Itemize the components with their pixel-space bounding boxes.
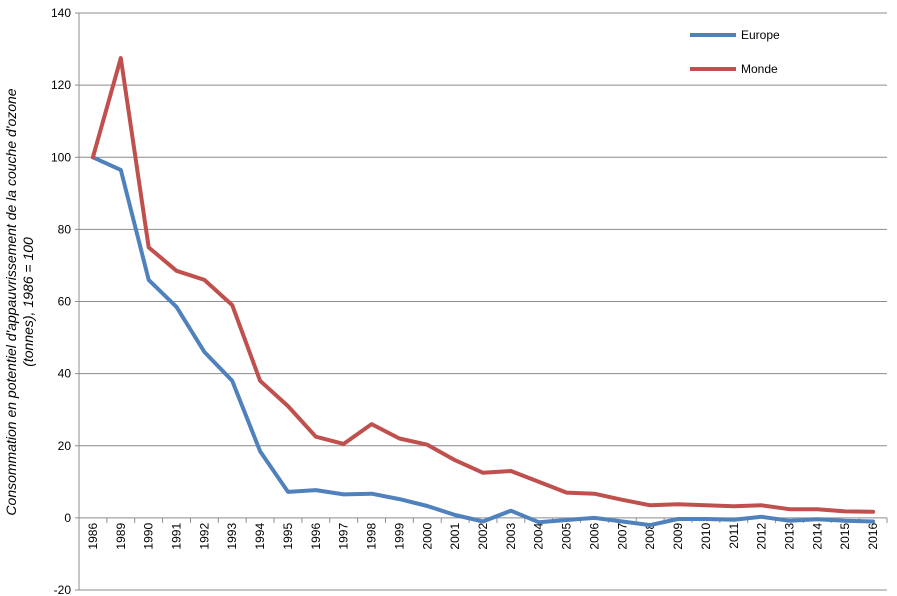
x-tick-labels: 1986 1989 1990 1991 1992 1993 1994 1995 1996 1997… xyxy=(86,523,880,550)
x-tick-label: 2004 xyxy=(532,523,546,550)
gridlines xyxy=(79,12,887,591)
legend: Europe Monde xyxy=(690,28,780,76)
x-tick-label: 1986 xyxy=(86,523,100,550)
y-tick-label: 120 xyxy=(51,78,71,92)
y-tick-label: 60 xyxy=(58,295,72,309)
x-tick-label: 1994 xyxy=(253,523,267,550)
x-tick-label: 1992 xyxy=(197,523,211,550)
x-tick-label: 2016 xyxy=(866,523,880,550)
x-tick-label: 1996 xyxy=(309,523,323,550)
x-tick-label: 2005 xyxy=(560,523,574,550)
y-tick-label: 40 xyxy=(58,367,72,381)
x-tick-label: 1990 xyxy=(142,523,156,550)
series-lines xyxy=(90,56,876,528)
x-tick-label: 2000 xyxy=(420,523,434,550)
y-tick-label: 100 xyxy=(51,150,71,164)
x-tick-label: 1995 xyxy=(281,523,295,550)
x-tick-label: 2009 xyxy=(671,523,685,550)
x-tick-label: 1989 xyxy=(114,523,128,550)
series-line-europe xyxy=(90,155,876,528)
y-tick-label: 0 xyxy=(64,511,71,525)
x-tick-label: 2015 xyxy=(838,523,852,550)
y-tick-label: 80 xyxy=(58,222,72,236)
x-tick-label: 2003 xyxy=(504,523,518,550)
x-tick-label: 2013 xyxy=(782,523,796,550)
x-tick-label: 2014 xyxy=(810,523,824,550)
y-tick-label: 20 xyxy=(58,439,72,453)
x-tick-label: 1991 xyxy=(170,523,184,550)
x-tick-label: 2001 xyxy=(448,523,462,550)
y-tick-labels: -20 0 20 40 60 80 100 120 140 xyxy=(51,6,71,596)
series-line-monde xyxy=(90,56,876,514)
x-tick-label: 2012 xyxy=(755,523,769,550)
y-axis-title-line-1: Consommation en potentiel d'appauvrissem… xyxy=(3,88,19,515)
x-tick-label: 1999 xyxy=(392,523,406,550)
legend-label-europe: Europe xyxy=(741,28,780,42)
y-axis-title-line-2: (tonnes), 1986 = 100 xyxy=(20,237,36,367)
y-tick-label: -20 xyxy=(54,583,72,596)
x-tick-label: 2007 xyxy=(615,523,629,550)
legend-label-monde: Monde xyxy=(741,62,778,76)
x-tick-label: 2010 xyxy=(699,523,713,550)
x-tick-label: 2008 xyxy=(643,523,657,550)
x-tick-label: 1993 xyxy=(225,523,239,550)
x-tick-label: 2002 xyxy=(476,523,490,550)
y-tick-label: 140 xyxy=(51,6,71,20)
x-tick-label: 1997 xyxy=(337,523,351,550)
x-tick-label: 2011 xyxy=(727,523,741,549)
x-tick-label: 1998 xyxy=(365,523,379,550)
y-axis-title: Consommation en potentiel d'appauvrissem… xyxy=(3,88,36,515)
x-tick-label: 2006 xyxy=(587,523,601,550)
